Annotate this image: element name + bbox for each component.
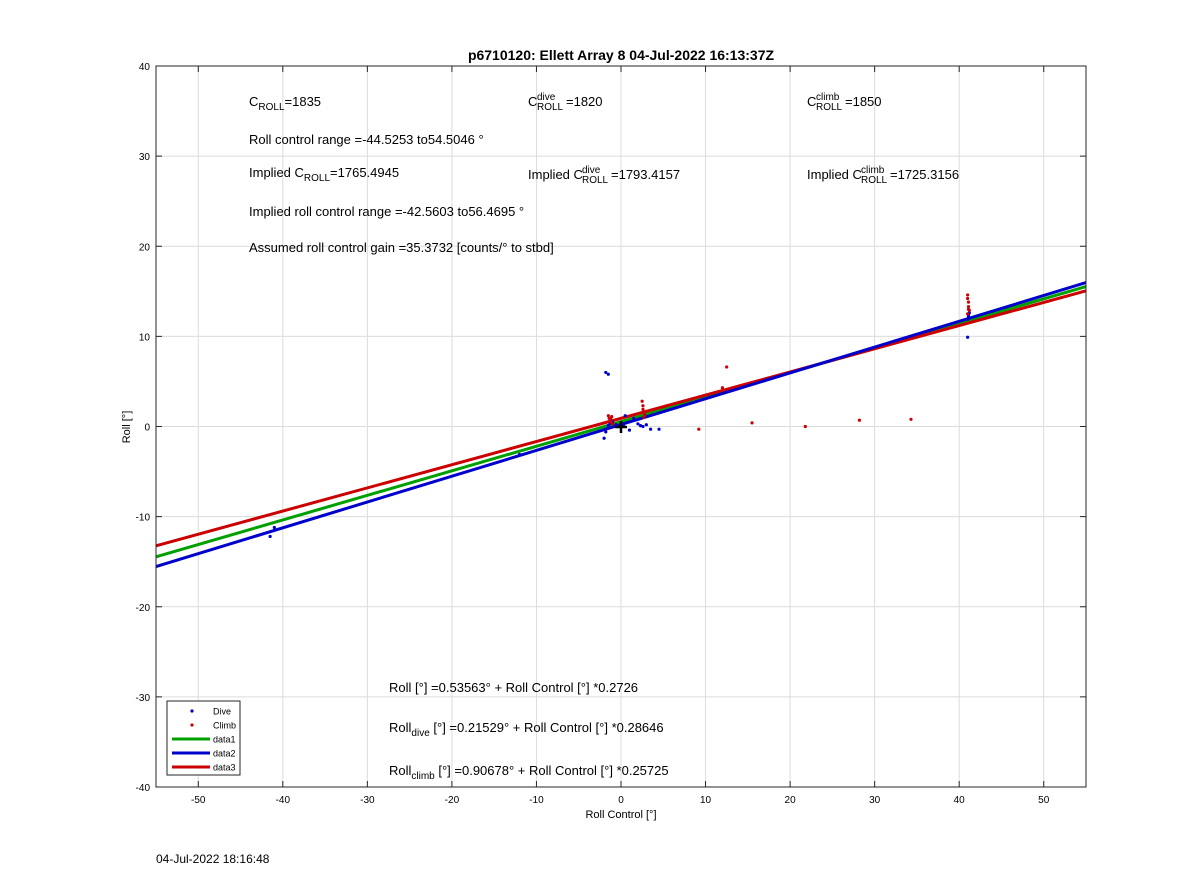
legend: Dive Climb data1 data2 data3 (166, 700, 241, 776)
dive-point (604, 430, 608, 434)
dive-point (638, 423, 643, 428)
dive-point (621, 423, 626, 427)
implied-c-roll: Implied CROLL=1765.4945 (249, 165, 399, 184)
climb-point (606, 414, 610, 418)
legend-label: data2 (213, 749, 236, 759)
implied-c-roll-dive: Implied Cdive ROLL =1793.4157 (528, 165, 680, 186)
x-tick-label: 0 (618, 795, 624, 806)
climb-point (609, 417, 613, 421)
climb-point (641, 404, 645, 408)
climb-point (803, 424, 807, 429)
dive-point (623, 414, 627, 418)
y-tick-label: -30 (136, 693, 151, 704)
implied-c-roll-climb: Implied Cclimb ROLL =1725.3156 (807, 165, 959, 186)
y-tick-label: 20 (139, 242, 151, 253)
implied-roll-control-range: Implied roll control range =-42.5603 to5… (249, 204, 524, 219)
y-axis-label: Roll [°] (121, 411, 133, 444)
x-tick-label: -50 (191, 795, 206, 806)
dive-point (632, 416, 636, 420)
dive-point (605, 426, 610, 430)
x-tick-label: 50 (1038, 795, 1050, 806)
x-tick-label: 10 (700, 795, 712, 806)
x-tick-label: -20 (445, 795, 460, 806)
dive-point (604, 370, 608, 375)
dive-point (517, 452, 522, 457)
dive-point (644, 423, 648, 427)
x-tick-label: 30 (869, 795, 881, 806)
fit-dive-equation: Rolldive [°] =0.21529° + Roll Control [°… (389, 720, 664, 739)
dive-point (657, 427, 661, 431)
climb-point (641, 407, 645, 411)
roll-control-range: Roll control range =-44.5253 to54.5046 ° (249, 132, 484, 147)
y-tick-label: 40 (139, 62, 151, 73)
climb-point (640, 399, 644, 403)
x-axis-label: Roll Control [°] (585, 809, 656, 821)
c-roll-climb-annotation: Cclimb ROLL =1850 (807, 92, 882, 113)
origin-marker (615, 421, 627, 433)
legend-label: Climb (213, 721, 236, 731)
axis-ticks: -50 -40 -30 -20 -10 0 10 20 30 40 50 -40 -30 -20 -10 0 1… (136, 62, 1086, 806)
dive-point (268, 534, 272, 539)
dive-point (606, 372, 610, 376)
legend-label: data1 (213, 735, 236, 745)
dive-point (614, 423, 618, 427)
climb-point (642, 410, 646, 414)
legend-items: Dive Climb data1 data2 data3 (172, 707, 236, 773)
x-tick-label: 40 (954, 795, 966, 806)
fit-line-data3 (155, 289, 1087, 548)
y-tick-label: 10 (139, 332, 151, 343)
dive-point (648, 427, 653, 431)
c-roll-dive-annotation: Cdive ROLL =1820 (528, 92, 603, 113)
chart-title: p6710120: Ellett Array 8 04-Jul-2022 16:… (468, 47, 775, 63)
dive-point (636, 422, 640, 426)
x-tick-label: -30 (360, 795, 375, 806)
climb-point (857, 418, 862, 422)
y-tick-label: 0 (144, 423, 150, 434)
annotations: CROLL=1835 Cdive ROLL =1820 Cclimb ROLL =185… (249, 92, 959, 782)
y-tick-label: 30 (139, 152, 151, 163)
y-tick-label: -40 (136, 783, 151, 794)
climb-point (966, 312, 970, 316)
legend-marker-dive (190, 709, 194, 713)
x-tick-label: -10 (529, 795, 544, 806)
climb-point (609, 420, 613, 424)
climb-point (725, 365, 729, 369)
y-tick-label: -10 (136, 513, 151, 524)
fit-climb-equation: Rollclimb [°] =0.90678° + Roll Control [… (389, 763, 669, 782)
legend-marker-climb (190, 723, 194, 727)
y-tick-label: -20 (136, 603, 151, 614)
dive-point (641, 424, 645, 429)
climb-point (610, 414, 614, 419)
dive-point (627, 428, 632, 432)
dive-point (966, 335, 970, 339)
c-roll-annotation: CROLL=1835 (249, 94, 321, 113)
climb-point (643, 413, 647, 417)
x-tick-label: -40 (276, 795, 291, 806)
climb-point (909, 417, 913, 421)
climb-point (966, 307, 971, 311)
dive-point (272, 525, 276, 530)
print-timestamp: 04-Jul-2022 18:16:48 (156, 852, 270, 866)
roll-control-gain: Assumed roll control gain =35.3732 [coun… (249, 240, 554, 255)
climb-point (720, 386, 725, 390)
climb-point (642, 415, 646, 420)
climb-point (750, 421, 754, 425)
climb-point (966, 296, 970, 301)
legend-label: Dive (213, 707, 231, 717)
climb-point (966, 300, 971, 304)
legend-label: data3 (213, 763, 236, 773)
climb-point (966, 293, 970, 297)
fit-all-equation: Roll [°] =0.53563° + Roll Control [°] *0… (389, 680, 638, 695)
dive-point (966, 317, 970, 321)
climb-point (966, 305, 971, 309)
climb-point (697, 427, 701, 431)
dive-point (602, 436, 606, 440)
x-tick-label: 20 (785, 795, 797, 806)
